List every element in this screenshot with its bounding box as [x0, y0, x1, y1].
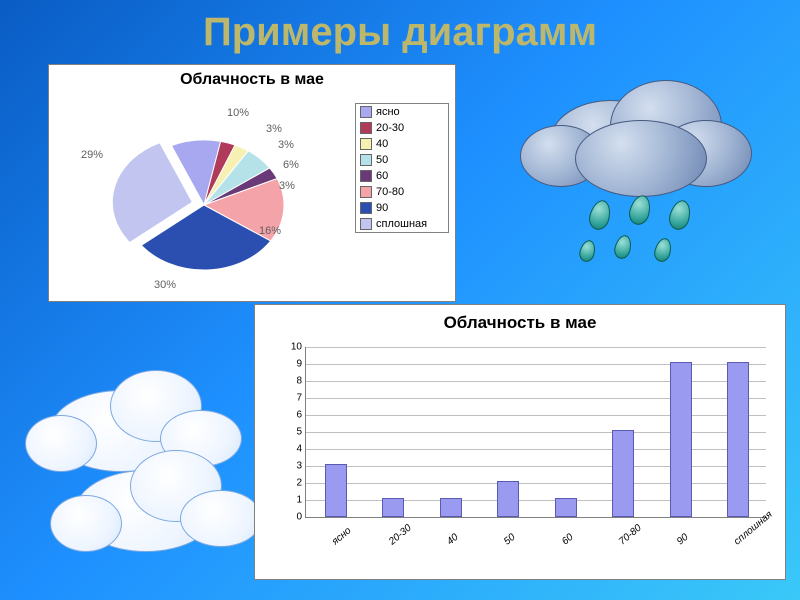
y-tick-label: 7	[284, 393, 302, 404]
legend-label: 70-80	[376, 186, 404, 198]
x-tick-label: 50	[502, 532, 518, 548]
pie-chart-plot: 10% 3% 3% 6% 3% 16% 30% 29%	[69, 105, 339, 295]
pie-chart-panel: Облачность в мае 10% 3% 3% 6% 3% 16% 30% 29% яс…	[48, 64, 456, 302]
page-title: Примеры диаграмм	[0, 10, 800, 55]
pie-chart-title: Облачность в мае	[49, 71, 455, 89]
legend-label: сплошная	[376, 218, 427, 230]
x-tick-label: 90	[675, 532, 691, 548]
legend-swatch	[360, 218, 372, 230]
x-tick-label: 60	[560, 532, 576, 548]
y-tick-label: 5	[284, 427, 302, 438]
gridline	[306, 432, 766, 433]
gridline	[306, 449, 766, 450]
legend-swatch	[360, 186, 372, 198]
legend-swatch	[360, 202, 372, 214]
legend-label: 50	[376, 154, 388, 166]
legend-label: 40	[376, 138, 388, 150]
slide-background: Примеры диаграмм Облачность в мае 10% 3% 3…	[0, 0, 800, 600]
legend-swatch	[360, 122, 372, 134]
gridline	[306, 347, 766, 348]
gridline	[306, 398, 766, 399]
legend-item: сплошная	[356, 216, 448, 232]
legend-item: 50	[356, 152, 448, 168]
bar	[670, 362, 692, 517]
x-tick-label: 40	[445, 532, 461, 548]
y-tick-label: 9	[284, 359, 302, 370]
legend-item: 40	[356, 136, 448, 152]
bar-chart-title: Облачность в мае	[255, 313, 785, 333]
clouds-icon	[20, 370, 270, 570]
pie-slice-label: 10%	[227, 107, 249, 119]
bar	[440, 498, 462, 517]
pie-slice-label: 30%	[154, 279, 176, 291]
pie-slice-label: 16%	[259, 225, 281, 237]
x-tick-label: 20-30	[387, 523, 414, 548]
bar	[325, 464, 347, 517]
legend-label: 20-30	[376, 122, 404, 134]
legend-item: 20-30	[356, 120, 448, 136]
bar	[612, 430, 634, 517]
bar	[727, 362, 749, 517]
y-tick-label: 4	[284, 444, 302, 455]
bar-chart-plot: 012345678910	[305, 347, 766, 518]
gridline	[306, 364, 766, 365]
gridline	[306, 483, 766, 484]
x-tick-label: 70-80	[617, 523, 644, 548]
legend-label: 90	[376, 202, 388, 214]
bar	[382, 498, 404, 517]
gridline	[306, 381, 766, 382]
bar	[497, 481, 519, 517]
pie-chart-legend: ясно 20-30 40 50 60 70-80 90 сплошная	[355, 103, 449, 233]
x-tick-label: ясно	[330, 525, 353, 547]
legend-swatch	[360, 138, 372, 150]
y-tick-label: 8	[284, 376, 302, 387]
pie-slice-label: 6%	[283, 159, 299, 171]
legend-swatch	[360, 106, 372, 118]
legend-item: ясно	[356, 104, 448, 120]
y-tick-label: 10	[284, 342, 302, 353]
bar	[555, 498, 577, 517]
legend-item: 70-80	[356, 184, 448, 200]
legend-label: 60	[376, 170, 388, 182]
pie-slice-label: 3%	[278, 139, 294, 151]
legend-item: 90	[356, 200, 448, 216]
legend-item: 60	[356, 168, 448, 184]
bar-chart-panel: Облачность в мае 012345678910 ясно20-304…	[254, 304, 786, 580]
y-tick-label: 6	[284, 410, 302, 421]
legend-swatch	[360, 154, 372, 166]
pie-slice-label: 3%	[266, 123, 282, 135]
pie-slice-label: 3%	[279, 180, 295, 192]
gridline	[306, 466, 766, 467]
pie-slice-label: 29%	[81, 149, 103, 161]
y-tick-label: 3	[284, 461, 302, 472]
legend-swatch	[360, 170, 372, 182]
y-tick-label: 0	[284, 512, 302, 523]
legend-label: ясно	[376, 106, 400, 118]
gridline	[306, 500, 766, 501]
rain-cloud-icon	[520, 70, 760, 280]
gridline	[306, 415, 766, 416]
y-tick-label: 2	[284, 478, 302, 489]
y-tick-label: 1	[284, 495, 302, 506]
